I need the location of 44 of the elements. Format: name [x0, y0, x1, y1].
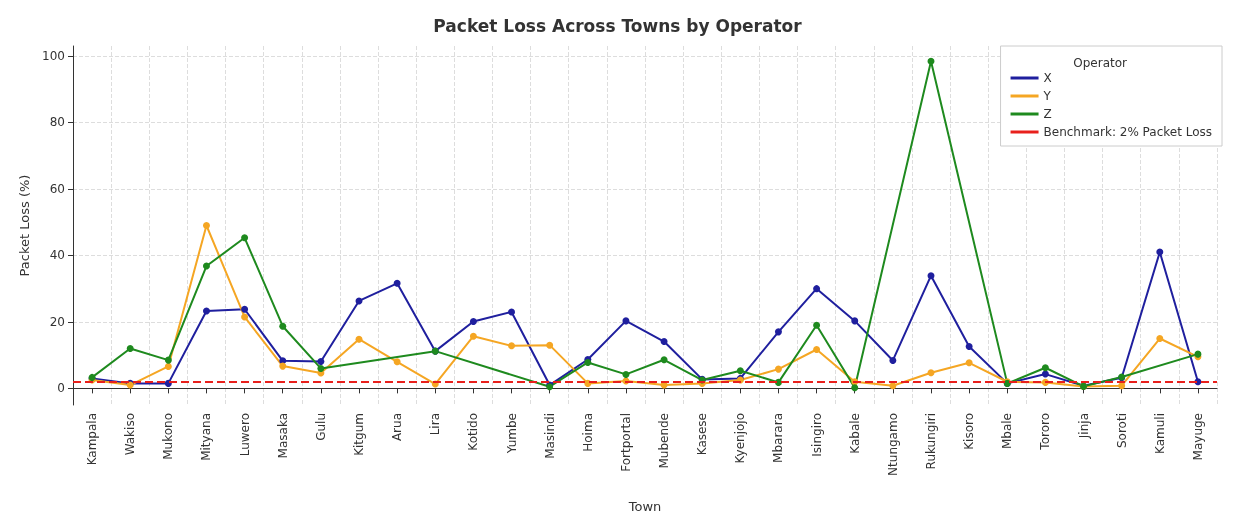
x-tick-label: Arua — [390, 413, 405, 442]
x-tick-label: Fortportal — [618, 413, 633, 472]
legend-title: Operator — [1073, 56, 1128, 70]
x-tick-label: Mubende — [657, 413, 672, 469]
chart-title: Packet Loss Across Towns by Operator — [433, 15, 803, 36]
x-tick-label: Jinja — [1076, 413, 1091, 440]
x-tick-label: Kampala — [85, 413, 100, 466]
y-tick-label: 80 — [49, 115, 65, 130]
legend-label: Z — [1043, 107, 1052, 121]
x-tick-label: Luwero — [237, 413, 252, 457]
x-tick-label: Rukungiri — [924, 413, 938, 470]
x-tick-label: Mayuge — [1190, 413, 1205, 461]
x-tick-label: Lira — [428, 413, 443, 436]
x-tick-label: Mukono — [161, 413, 176, 460]
x-tick-label: Kotido — [466, 413, 481, 451]
x-tick-label: Yumbe — [504, 413, 519, 455]
y-tick-label: 40 — [49, 248, 65, 263]
x-tick-label: Mbale — [1000, 413, 1015, 450]
y-axis-title: Packet Loss (%) — [17, 174, 32, 277]
x-tick-label: Kisoro — [962, 413, 977, 450]
x-tick-label: Mbarara — [771, 413, 786, 463]
legend-label: X — [1043, 71, 1052, 85]
x-axis-title: Town — [627, 499, 662, 514]
x-tick-label: Masindi — [542, 413, 557, 459]
y-tick-label: 0 — [57, 381, 65, 396]
x-tick-label: Tororo — [1038, 413, 1053, 451]
x-tick-label: Kabale — [847, 413, 862, 454]
y-tick-label: 60 — [49, 181, 65, 196]
x-tick-label: Wakiso — [123, 413, 138, 456]
x-tick-label: Gulu — [313, 413, 328, 441]
x-tick-label: Kyenjojo — [733, 413, 748, 464]
x-tick-label: Hoima — [580, 413, 595, 452]
y-tick-label: 100 — [42, 48, 65, 63]
x-tick-label: Kasese — [695, 413, 710, 456]
x-tick-label: Isingiro — [809, 413, 824, 457]
x-tick-label: Masaka — [275, 413, 290, 459]
x-tick-label: Kitgum — [352, 413, 366, 456]
x-tick-label: Mityana — [199, 413, 214, 461]
x-tick-label: Ntungamo — [885, 413, 900, 476]
x-tick-label: Soroti — [1114, 413, 1129, 449]
y-tick-label: 20 — [49, 314, 65, 329]
x-tick-label: Kamuli — [1152, 413, 1167, 454]
legend-label: Benchmark: 2% Packet Loss — [1043, 125, 1212, 139]
legend-label: Y — [1042, 89, 1052, 103]
